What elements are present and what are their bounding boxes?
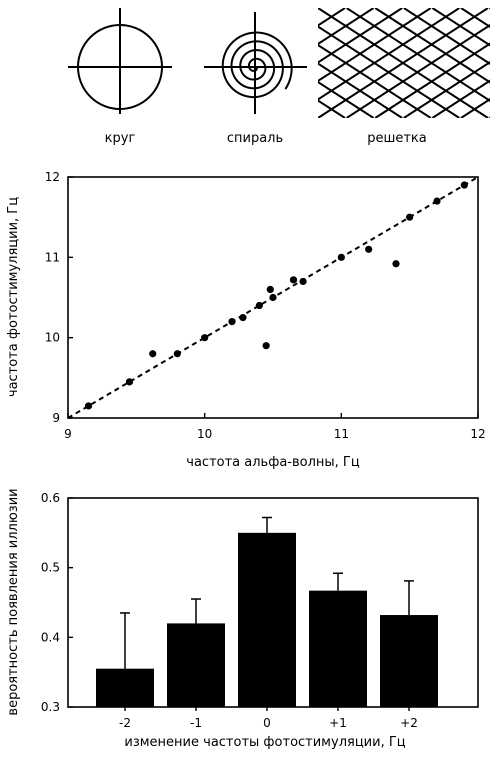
grid-line [346,24,490,118]
scatter-point [201,334,209,342]
scatter-x-tick-label: 10 [197,427,212,441]
bar [309,590,367,707]
pattern-label-grid: решетка [367,131,427,146]
grid-line [431,79,490,118]
scatter-point [149,350,157,358]
scatter-point [392,260,400,268]
grid-line [374,42,490,118]
bar-y-axis-label: вероятность появления иллюзии [6,488,21,715]
scatter-point [365,245,373,253]
scatter-point [406,213,414,221]
bar [96,668,154,707]
grid-line [460,98,490,118]
scatter-point [239,313,247,322]
scatter-x-tick-label: 12 [470,427,485,441]
scatter-y-tick-label: 10 [45,331,60,345]
bar-y-tick-label: 0.3 [41,700,60,714]
bar-x-tick-label: +1 [329,716,347,730]
scatter-x-tick-label: 11 [334,427,349,441]
grid-line [489,116,490,118]
scatter-x-axis-label: частота альфа-волны, Гц [186,455,360,470]
scatter-x-tick-label: 9 [64,427,72,441]
pattern-label-spiral: спираль [227,131,283,146]
grid-line [403,61,490,118]
scatter-point [228,318,236,326]
bar-x-axis-label: изменение частоты фотостимуляции, Гц [124,735,405,750]
scatter-point [84,402,93,410]
pattern-label-circle: круг [105,131,136,146]
bar-x-tick-label: +2 [400,716,418,730]
diagonal-grid-icon [318,8,490,118]
scatter-point [337,253,345,261]
scatter-point [299,277,307,286]
bar [380,615,438,707]
scatter-point [173,350,181,358]
stimulus-patterns: круг спираль решетка [68,8,490,146]
scatter-y-tick-label: 11 [45,250,60,264]
scatter-y-tick-label: 9 [52,411,60,425]
grid-line [346,8,490,102]
bar [238,532,296,707]
bar-y-tick-label: 0.6 [41,491,60,505]
scatter-point [262,342,270,350]
scatter-point [269,293,277,302]
grid-line [374,8,490,84]
scatter-y-tick-label: 12 [45,170,60,184]
scatter-point [255,301,263,310]
grid-line [460,8,490,28]
bar-x-tick-label: -1 [190,716,202,730]
scatter-point [125,378,134,386]
grid-line [489,8,490,10]
bar-x-tick-label: -2 [119,716,131,730]
scatter-y-axis-label: частота фотостимуляции, Гц [6,197,21,397]
scatter-point [266,285,274,294]
circle-crosshair-icon [68,8,172,114]
bar-y-tick-label: 0.4 [41,630,60,644]
bar [167,623,225,707]
scatter-point [433,197,441,205]
bar-y-tick-label: 0.5 [41,561,60,575]
scatter-point [289,276,298,284]
scatter-plot-frame [67,176,479,419]
scatter-point [460,181,468,189]
grid-line [431,8,490,47]
bar-x-tick-label: 0 [263,716,271,730]
spiral-crosshair-icon [204,12,307,114]
bar-chart: 0.3 0.4 0.5 0.6 -2 -1 0 +1 +2 изменение частоты… [6,488,479,750]
scatter-chart: 9 10 11 12 9 10 11 12 частота альфа-волны, Гц ч… [6,170,486,470]
